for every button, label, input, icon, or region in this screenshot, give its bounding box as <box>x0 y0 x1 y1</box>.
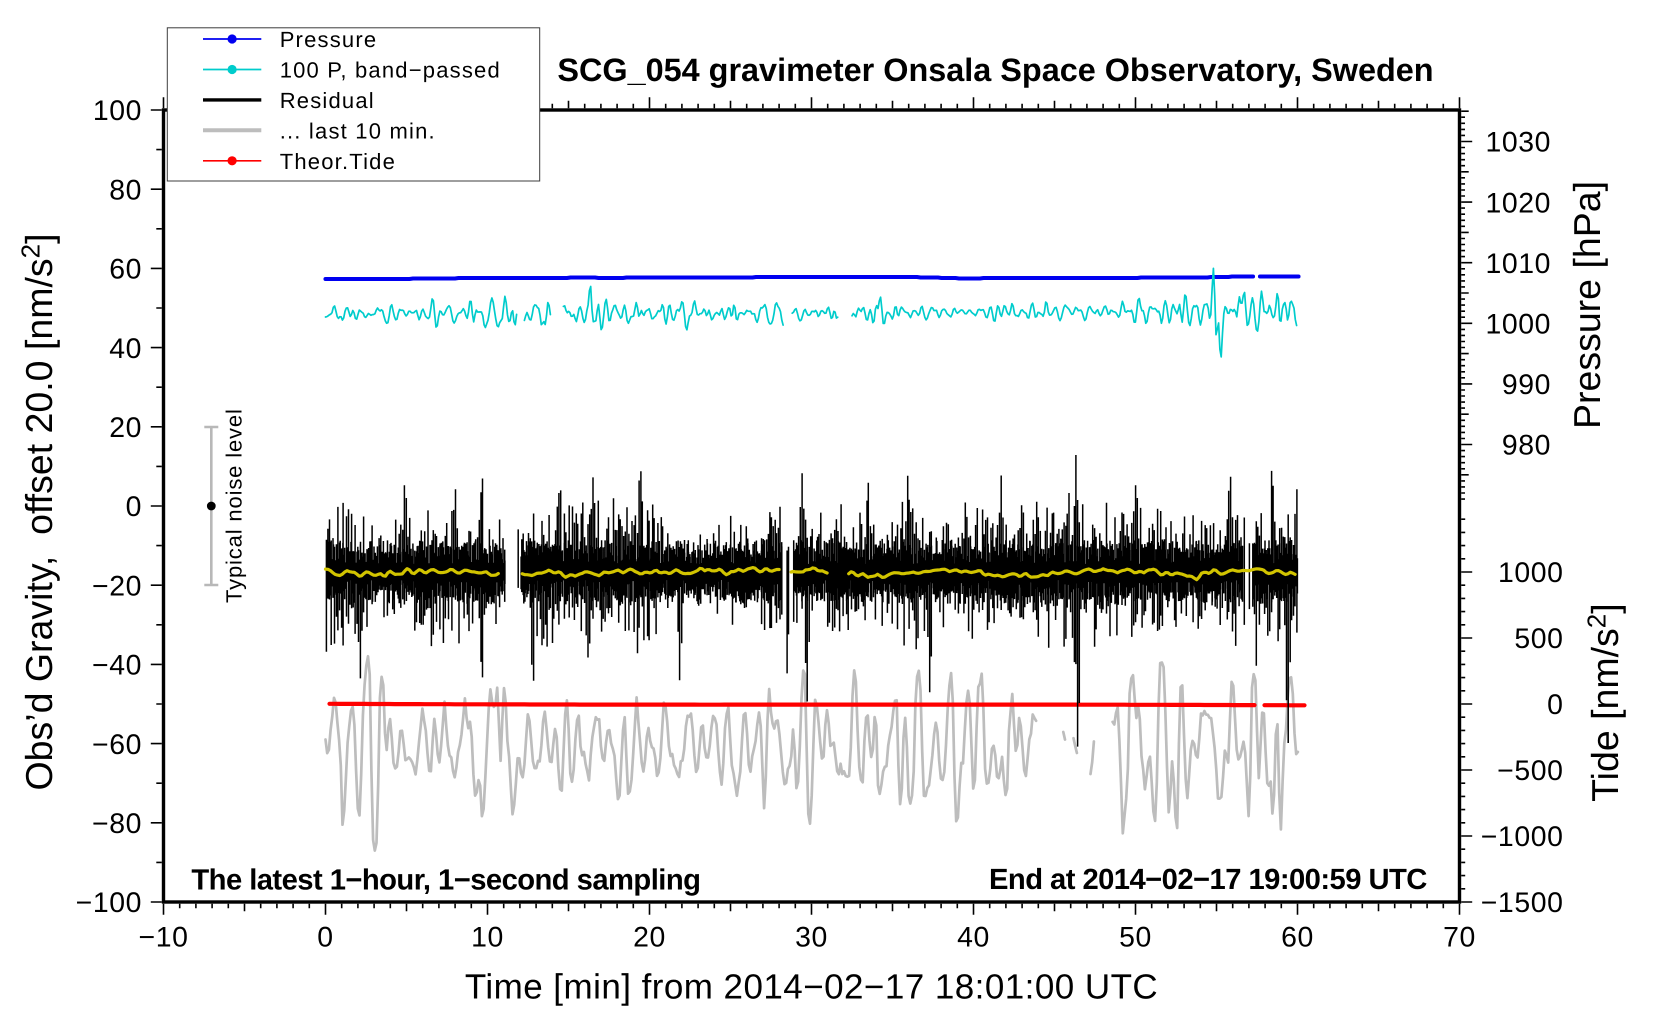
svg-text:−20: −20 <box>92 570 142 602</box>
svg-text:End at 2014−02−17 19:00:59 UTC: End at 2014−02−17 19:00:59 UTC <box>989 864 1427 896</box>
svg-text:0: 0 <box>1547 689 1563 721</box>
svg-text:100: 100 <box>93 95 142 127</box>
svg-text:... last 10 min.: ... last 10 min. <box>280 118 436 143</box>
svg-text:Typical noise level: Typical noise level <box>222 408 247 603</box>
svg-text:100 P, band−passed: 100 P, band−passed <box>280 58 501 83</box>
svg-text:20: 20 <box>633 921 666 953</box>
svg-text:Pressure [hPa]: Pressure [hPa] <box>1566 181 1608 429</box>
svg-text:1010: 1010 <box>1485 248 1551 280</box>
svg-text:30: 30 <box>795 921 828 953</box>
svg-text:990: 990 <box>1502 369 1551 401</box>
svg-text:SCG_054 gravimeter Onsala Spac: SCG_054 gravimeter Onsala Space Observat… <box>557 52 1433 88</box>
svg-text:−1500: −1500 <box>1481 887 1564 919</box>
svg-text:1030: 1030 <box>1485 127 1551 159</box>
svg-text:−10: −10 <box>139 921 189 953</box>
svg-text:Tide [nm/s2]: Tide [nm/s2] <box>1582 603 1627 802</box>
svg-text:Time [min] from 2014−02−17 18:: Time [min] from 2014−02−17 18:01:00 UTC <box>465 968 1158 1007</box>
svg-text:−80: −80 <box>92 808 142 840</box>
svg-text:Theor.Tide: Theor.Tide <box>280 149 396 174</box>
svg-text:70: 70 <box>1443 921 1476 953</box>
svg-text:40: 40 <box>109 333 142 365</box>
svg-text:60: 60 <box>1281 921 1314 953</box>
svg-text:0: 0 <box>317 921 333 953</box>
svg-text:−100: −100 <box>76 887 142 919</box>
svg-text:0: 0 <box>126 491 142 523</box>
svg-text:Pressure: Pressure <box>280 27 378 52</box>
svg-text:Residual: Residual <box>280 88 375 113</box>
svg-text:980: 980 <box>1502 430 1551 462</box>
svg-text:Obs’d Gravity, offset 20.0 [n: Obs’d Gravity, offset 20.0 [nm/s2] <box>16 233 61 790</box>
svg-text:−1000: −1000 <box>1481 821 1564 853</box>
svg-text:50: 50 <box>1119 921 1152 953</box>
svg-text:1020: 1020 <box>1485 187 1551 219</box>
svg-text:The latest 1−hour, 1−second sa: The latest 1−hour, 1−second sampling <box>191 865 700 897</box>
svg-text:80: 80 <box>109 174 142 206</box>
svg-text:40: 40 <box>957 921 990 953</box>
svg-text:1000: 1000 <box>1498 557 1564 589</box>
svg-text:10: 10 <box>471 921 504 953</box>
svg-text:20: 20 <box>109 412 142 444</box>
svg-text:−500: −500 <box>1497 755 1563 787</box>
svg-text:60: 60 <box>109 254 142 286</box>
svg-text:500: 500 <box>1514 623 1563 655</box>
svg-text:−40: −40 <box>92 650 142 682</box>
svg-text:−60: −60 <box>92 729 142 761</box>
svg-text:1000: 1000 <box>1485 309 1551 341</box>
